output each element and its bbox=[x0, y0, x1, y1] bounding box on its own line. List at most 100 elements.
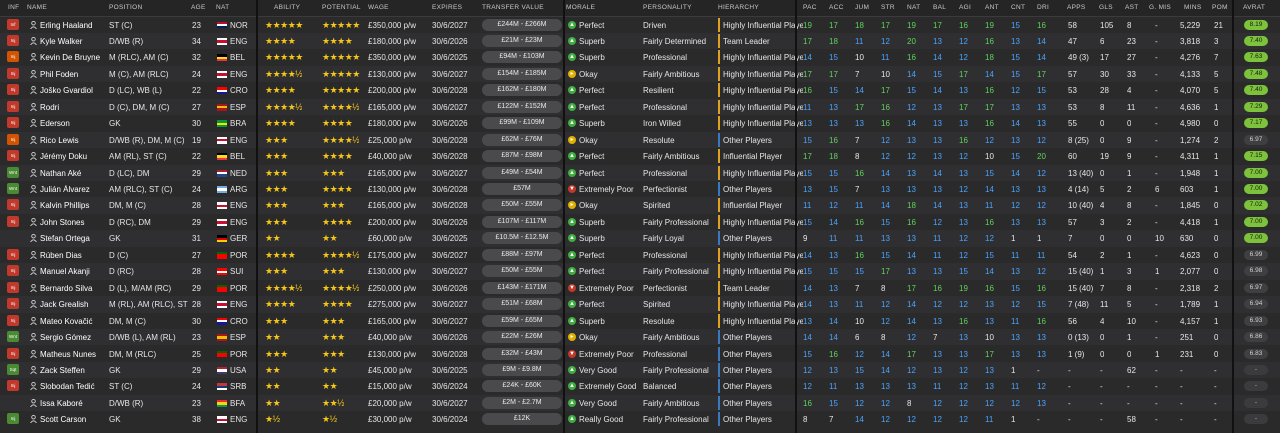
table-row[interactable]: Inj Kyle Walker D/WB (R) 34 ENG ★★★★ ★★★★ £180,… bbox=[0, 32, 1280, 50]
info-badge[interactable]: Inj bbox=[7, 413, 19, 425]
player-name[interactable]: Sergio Gómez bbox=[40, 333, 92, 343]
col-position[interactable]: POSITION bbox=[109, 4, 143, 11]
table-row[interactable]: Inj Phil Foden M (C), AM (RLC) 24 ENG ★★★★½ ★★… bbox=[0, 65, 1280, 83]
table-row[interactable]: Issa Kaboré D/WB (R) 23 BFA ★★ ★★½ £20,000 p/w… bbox=[0, 394, 1280, 412]
player-name[interactable]: Scott Carson bbox=[40, 415, 87, 425]
info-badge[interactable]: Inj bbox=[7, 281, 19, 293]
table-row[interactable]: Inj Ederson GK 30 BRA ★★★★ ★★★★ £180,000 p/w 30/… bbox=[0, 115, 1280, 131]
player-name[interactable]: Kevin De Bruyne bbox=[40, 53, 101, 63]
col-gmis[interactable]: G. MIS bbox=[1149, 4, 1172, 11]
info-badge[interactable]: Inj bbox=[7, 84, 19, 96]
col-transfer-value[interactable]: TRANSFER VALUE bbox=[482, 4, 544, 11]
table-row[interactable]: Inf Erling Haaland ST (C) 23 NOR ★★★★★ ★★★★★ £3… bbox=[0, 17, 1280, 33]
info-badge[interactable]: Inj bbox=[7, 248, 19, 260]
table-row[interactable]: Inj Joško Gvardiol D (LC), WB (L) 22 CRO ★★★★… bbox=[0, 82, 1280, 98]
player-name[interactable]: Nathan Aké bbox=[40, 168, 82, 178]
col-ability[interactable]: ABILITY bbox=[274, 4, 301, 11]
col-potential[interactable]: POTENTIAL bbox=[322, 4, 361, 11]
col-bal[interactable]: BAL bbox=[933, 4, 947, 11]
info-badge[interactable]: Inj bbox=[7, 215, 19, 227]
player-name[interactable]: Rúben Dias bbox=[40, 250, 82, 260]
player-name[interactable]: Bernardo Silva bbox=[40, 283, 93, 293]
player-name[interactable]: Zack Steffen bbox=[40, 365, 85, 375]
col-acc[interactable]: ACC bbox=[829, 4, 844, 11]
table-row[interactable]: Stefan Ortega GK 31 GER ★★ ★★ £60,000 p/w 30/6/… bbox=[0, 230, 1280, 247]
info-badge[interactable]: Inj bbox=[7, 117, 19, 129]
player-name[interactable]: Jérémy Doku bbox=[40, 152, 88, 162]
player-name[interactable]: Erling Haaland bbox=[40, 20, 93, 30]
col-jum[interactable]: JUM bbox=[855, 4, 870, 11]
col-nat2[interactable]: NAT bbox=[907, 4, 921, 11]
table-row[interactable]: Inj Jérémy Doku AM (RL), ST (C) 22 BEL ★★★ ★★★… bbox=[0, 148, 1280, 164]
info-badge[interactable]: Sqt bbox=[7, 363, 19, 375]
player-name[interactable]: Joško Gvardiol bbox=[40, 86, 93, 96]
table-row[interactable]: Wnt Julián Álvarez AM (RLC), ST (C) 24 ARG ★★… bbox=[0, 181, 1280, 197]
player-name[interactable]: Julián Álvarez bbox=[40, 185, 90, 194]
col-apps[interactable]: APPS bbox=[1067, 4, 1086, 11]
info-badge[interactable]: Inj bbox=[7, 347, 19, 359]
info-badge[interactable]: Inj bbox=[7, 67, 19, 79]
info-badge[interactable]: Wnt bbox=[7, 331, 19, 343]
info-badge[interactable]: Inj bbox=[7, 199, 19, 211]
info-badge[interactable]: Inj bbox=[7, 133, 19, 145]
col-inf[interactable]: INF bbox=[8, 4, 20, 11]
player-name[interactable]: Ederson bbox=[40, 119, 70, 129]
info-badge[interactable]: Wnt bbox=[7, 183, 19, 194]
player-name[interactable]: Jack Grealish bbox=[40, 300, 89, 310]
table-row[interactable]: Inj Matheus Nunes DM, M (RLC) 25 POR ★★★ ★★★ £1… bbox=[0, 346, 1280, 362]
table-row[interactable]: Inj John Stones D (RC), DM 29 ENG ★★★ ★★★★ £200… bbox=[0, 214, 1280, 230]
player-name[interactable]: Kyle Walker bbox=[40, 36, 83, 46]
table-row[interactable]: Inj Rúben Dias D (C) 27 POR ★★★★ ★★★★½ £175,000… bbox=[0, 247, 1280, 263]
col-ant[interactable]: ANT bbox=[985, 4, 999, 11]
player-name[interactable]: Stefan Ortega bbox=[40, 234, 90, 244]
col-age[interactable]: AGE bbox=[191, 4, 206, 11]
info-badge[interactable]: Inj bbox=[7, 380, 19, 392]
player-name[interactable]: Matheus Nunes bbox=[40, 349, 97, 359]
info-badge[interactable]: Inj bbox=[7, 150, 19, 162]
table-row[interactable]: Inj Kalvin Phillips DM, M (C) 28 ENG ★★★ ★★★ £1… bbox=[0, 197, 1280, 214]
player-name[interactable]: Manuel Akanji bbox=[40, 267, 90, 277]
table-row[interactable]: Inj Mateo Kovačić DM, M (C) 30 CRO ★★★ ★★★ £165… bbox=[0, 313, 1280, 329]
col-agi[interactable]: AGI bbox=[959, 4, 972, 11]
table-row[interactable]: Inj Bernardo Silva D (L), M/AM (RC) 29 POR ★★… bbox=[0, 280, 1280, 296]
table-row[interactable]: Inj Slobodan Tedić ST (C) 24 SRB ★★ ★★ £15,000 … bbox=[0, 378, 1280, 394]
col-expires[interactable]: EXPIRES bbox=[432, 4, 463, 11]
col-ast[interactable]: AST bbox=[1125, 4, 1139, 11]
col-wage[interactable]: WAGE bbox=[368, 4, 389, 11]
player-name[interactable]: Phil Foden bbox=[40, 69, 79, 79]
col-pac[interactable]: PAC bbox=[803, 4, 817, 11]
table-row[interactable]: Inj Rodri D (C), DM, M (C) 27 ESP ★★★★½ ★★★★½ £… bbox=[0, 98, 1280, 116]
col-cnt[interactable]: CNT bbox=[1011, 4, 1026, 11]
info-badge[interactable]: Inj bbox=[7, 100, 19, 112]
col-dri[interactable]: DRI bbox=[1037, 4, 1050, 11]
player-name[interactable]: Rico Lewis bbox=[40, 135, 79, 145]
info-badge[interactable]: Inj bbox=[7, 314, 19, 326]
info-badge[interactable]: Inj bbox=[7, 51, 19, 63]
col-pom[interactable]: POM bbox=[1212, 4, 1228, 11]
col-nat[interactable]: NAT bbox=[216, 4, 230, 11]
player-name[interactable]: Kalvin Phillips bbox=[40, 201, 90, 211]
table-row[interactable]: Inj Manuel Akanji D (RC) 28 SUI ★★★ ★★★ £130,00… bbox=[0, 263, 1280, 280]
player-name[interactable]: Mateo Kovačić bbox=[40, 316, 93, 326]
player-name[interactable]: Slobodan Tedić bbox=[40, 382, 95, 392]
table-row[interactable]: Inj Rico Lewis D/WB (R), DM, M (C) 19 ENG ★★★… bbox=[0, 131, 1280, 149]
col-str[interactable]: STR bbox=[881, 4, 895, 11]
table-row[interactable]: Inj Scott Carson GK 38 ENG ★½ ★½ £30,000 p/w 30/… bbox=[0, 411, 1280, 427]
col-morale[interactable]: MORALE bbox=[566, 4, 596, 11]
player-name[interactable]: Issa Kaboré bbox=[40, 398, 83, 408]
player-name[interactable]: John Stones bbox=[40, 217, 85, 227]
info-badge[interactable]: Inj bbox=[7, 298, 19, 310]
col-mins[interactable]: MINS bbox=[1184, 4, 1202, 11]
info-badge[interactable]: Wnt bbox=[7, 166, 19, 178]
col-gls[interactable]: GLS bbox=[1099, 4, 1113, 11]
col-avrat[interactable]: AVRAT bbox=[1243, 4, 1266, 11]
col-name[interactable]: NAME bbox=[27, 4, 47, 11]
table-row[interactable]: Inj Jack Grealish M (RL), AM (RLC), ST (C)… bbox=[0, 296, 1280, 313]
col-personality[interactable]: PERSONALITY bbox=[643, 4, 692, 11]
table-row[interactable]: Inj Kevin De Bruyne M (RLC), AM (C) 32 BEL ★★… bbox=[0, 49, 1280, 65]
info-badge[interactable]: Inj bbox=[7, 265, 19, 277]
table-row[interactable]: Wnt Nathan Aké D (LC), DM 29 NED ★★★ ★★★ £165,0… bbox=[0, 164, 1280, 181]
info-badge[interactable]: Inj bbox=[7, 34, 19, 46]
col-hierarchy[interactable]: HIERARCHY bbox=[718, 4, 759, 11]
table-row[interactable]: Wnt Sergio Gómez D/WB (L), AM (RL) 23 ESP ★★ ★… bbox=[0, 329, 1280, 346]
